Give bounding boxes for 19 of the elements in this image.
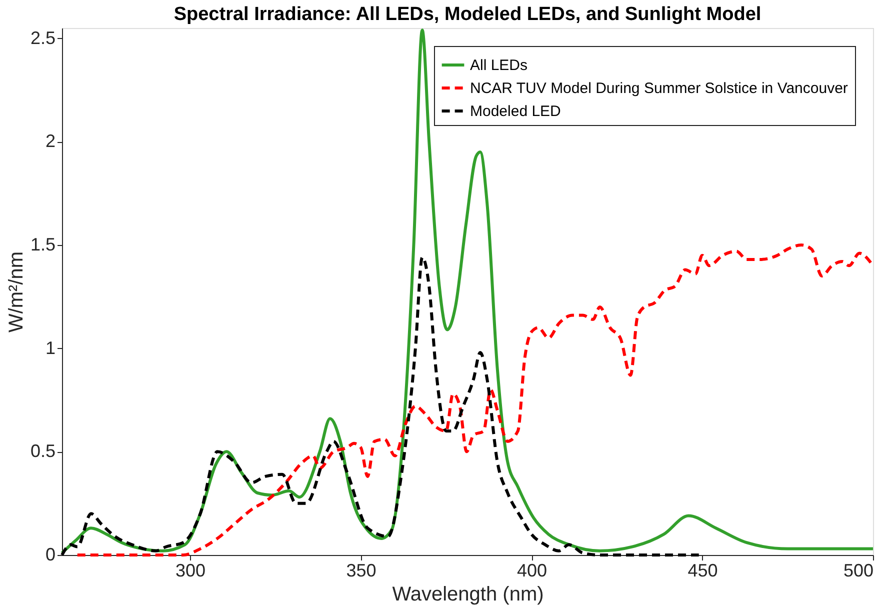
line-series — [60, 256, 700, 556]
x-tick-label: 450 — [688, 560, 718, 580]
x-tick-label: 500 — [843, 560, 874, 580]
y-tick-label: 0.5 — [30, 441, 56, 462]
x-tick-label: 400 — [517, 560, 548, 580]
chart-title: Spectral Irradiance: All LEDs, Modeled LEDs, and Sunlight Model — [174, 4, 762, 25]
x-axis-title: Wavelength (nm) — [392, 584, 544, 606]
legend-label: All LEDs — [470, 57, 528, 74]
y-tick-label: 1.5 — [30, 234, 56, 254]
x-tick-label: 350 — [346, 560, 376, 580]
y-tick-label: 0 — [45, 544, 56, 564]
line-series — [76, 244, 874, 556]
y-axis-title: W/m²/nm — [5, 251, 28, 333]
y-tick-label: 2.5 — [30, 28, 56, 48]
x-tick-label: 300 — [176, 560, 206, 580]
legend-label: Modeled LED — [470, 103, 562, 120]
y-tick-label: 1 — [45, 338, 56, 358]
y-tick-label: 2 — [45, 131, 56, 152]
legend-label: NCAR TUV Model During Summer Solstice in Vancouver — [470, 80, 848, 97]
